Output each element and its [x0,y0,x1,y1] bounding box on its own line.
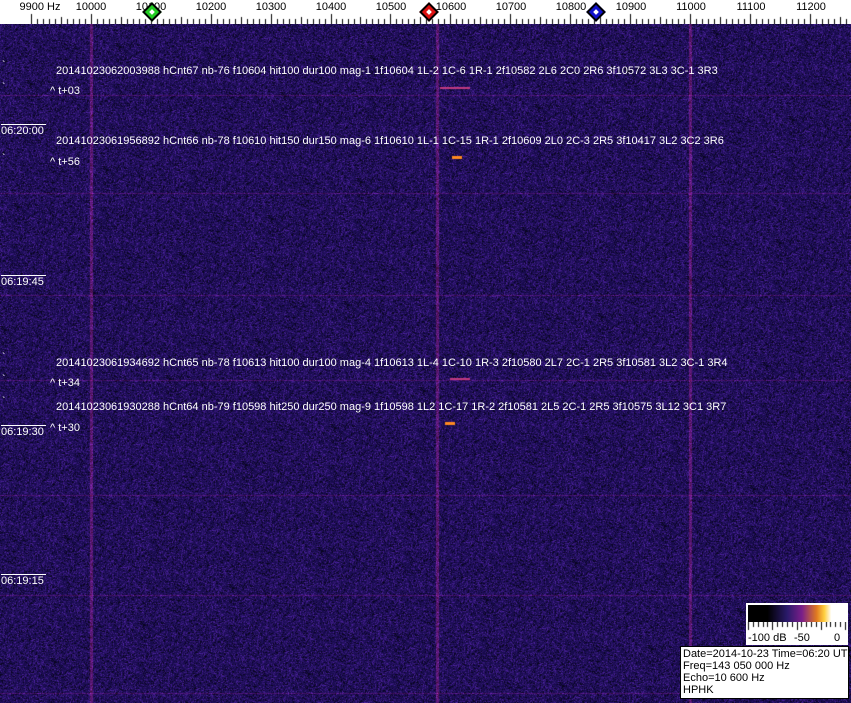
time-tick: ` [2,153,6,164]
scale-label: -100 dB [748,632,787,644]
event-time-offset: ^ t+03 [50,85,80,97]
color-scale: -100 dB -50 0 [746,603,848,645]
waterfall-display [0,24,851,703]
freq-label: 9900 Hz [19,1,61,13]
meteor-event-text: 20141023061930288 hCnt64 nb-79 f10598 hi… [56,401,727,413]
scale-ticks [746,622,848,632]
station-name: HPHK [683,684,714,696]
freq-label: 11000 [676,1,706,13]
time-tick: ` [2,60,6,71]
info-box: Date=2014-10-23 Time=06:20 UTC Freq=143 … [680,646,851,699]
freq-label: 10500 [375,1,407,13]
date-time: Date=2014-10-23 Time=06:20 UTC [683,648,851,660]
freq-label: 10000 [75,1,107,13]
freq-label: 11200 [796,1,826,13]
event-time-offset: ^ t+30 [50,422,80,434]
freq-label: 10800 [555,1,587,13]
scale-label: -50 [794,632,810,644]
frequency: Freq=143 050 000 Hz [683,660,790,672]
time-tick: ` [2,396,6,407]
meteor-event-text: 20141023062003988 hCnt67 nb-76 f10604 hi… [56,65,718,77]
frequency-axis: 9900 Hz 10000 10100 10200 10300 10400 10… [0,0,851,24]
time-tick: ` [2,374,6,385]
freq-label: 10300 [255,1,287,13]
echo-frequency: Echo=10 600 Hz [683,672,765,684]
freq-label: 10700 [495,1,527,13]
freq-label: 10900 [615,1,647,13]
time-tick: ` [2,352,6,363]
scale-label: 0 [834,632,841,644]
time-label: 06:19:15 [1,574,46,587]
freq-label: 10600 [435,1,467,13]
event-time-offset: ^ t+56 [50,156,80,168]
time-tick: ` [2,82,6,93]
meteor-event-text: 20141023061956892 hCnt66 nb-78 f10610 hi… [56,135,724,147]
meteor-event-text: 20141023061934692 hCnt65 nb-78 f10613 hi… [56,357,728,369]
time-label: 06:19:45 [1,275,46,288]
freq-label: 10200 [195,1,227,13]
freq-label: 11100 [736,1,766,13]
time-label: 06:20:00 [1,124,46,137]
color-gradient [748,605,846,622]
time-label: 06:19:30 [1,425,46,438]
event-time-offset: ^ t+34 [50,377,80,389]
freq-label: 10400 [315,1,347,13]
